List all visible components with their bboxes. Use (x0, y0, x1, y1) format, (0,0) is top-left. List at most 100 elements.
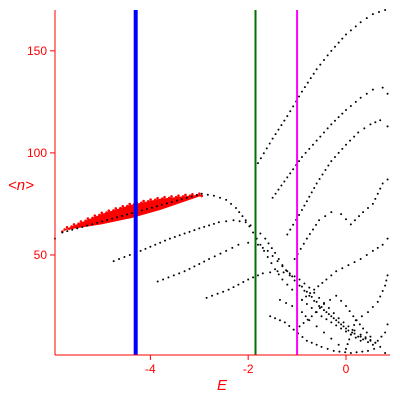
data-point (373, 347, 376, 350)
data-point (183, 270, 186, 273)
data-point (317, 285, 320, 288)
data-point (308, 233, 311, 236)
series-12 (269, 315, 387, 354)
data-point (289, 172, 292, 175)
data-point (310, 191, 313, 194)
highlight-point (88, 218, 92, 222)
data-point (164, 239, 167, 242)
highlight-point (153, 198, 157, 202)
data-point (322, 302, 325, 305)
data-point (227, 288, 230, 291)
data-point (353, 219, 356, 222)
highlight-point (174, 195, 178, 199)
data-point (305, 302, 308, 305)
data-point (270, 247, 273, 250)
data-point (188, 267, 191, 270)
data-point (309, 292, 312, 295)
data-point (256, 162, 259, 165)
data-point (277, 273, 280, 276)
x-axis-title: E (217, 377, 228, 394)
data-point (320, 306, 323, 309)
data-point (232, 219, 235, 222)
data-point (386, 323, 389, 326)
highlight-point (63, 228, 66, 231)
highlight-point (126, 204, 129, 208)
data-point (66, 230, 69, 233)
data-point (384, 284, 387, 287)
data-point (310, 307, 313, 310)
data-point (385, 279, 388, 282)
data-point (300, 311, 303, 314)
data-point (337, 343, 340, 346)
data-point (205, 296, 208, 299)
highlight-point (74, 224, 78, 228)
data-point (150, 206, 153, 209)
highlight-point (102, 213, 106, 216)
data-point (310, 295, 313, 298)
data-point (298, 278, 301, 281)
highlight-point (158, 198, 162, 202)
data-point (156, 280, 159, 283)
data-point (123, 256, 126, 259)
data-point (286, 233, 289, 236)
data-point (374, 121, 377, 124)
data-point (263, 249, 266, 252)
data-point (359, 333, 362, 336)
data-point (386, 274, 389, 277)
data-point (293, 258, 296, 261)
data-point (327, 307, 330, 310)
x-tick-label: -4 (145, 362, 156, 376)
highlight-point (70, 225, 73, 228)
data-point (360, 315, 363, 318)
data-point (247, 241, 250, 244)
data-point (282, 271, 285, 274)
data-point (274, 192, 277, 195)
highlight-point (156, 196, 159, 200)
data-point (379, 295, 382, 298)
data-point (379, 345, 382, 348)
data-point (288, 325, 291, 328)
data-point (274, 268, 277, 271)
highlight-point (93, 214, 97, 217)
highlight-point (144, 201, 148, 205)
highlight-point (109, 211, 113, 214)
data-point (357, 335, 360, 338)
data-point (335, 294, 338, 297)
data-point (149, 245, 152, 248)
data-point (277, 188, 280, 191)
y-tick-label: 100 (27, 146, 47, 160)
data-point (286, 283, 289, 286)
data-point (285, 301, 288, 304)
data-point (306, 318, 309, 321)
data-point (353, 324, 356, 327)
highlight-point (72, 223, 76, 226)
data-point (326, 54, 329, 57)
data-point (376, 192, 379, 195)
data-point (168, 237, 171, 240)
data-point (381, 243, 384, 246)
data-point (283, 180, 286, 183)
data-point (208, 258, 211, 261)
data-point (211, 294, 214, 297)
data-point (313, 299, 316, 302)
highlight-point (65, 226, 69, 229)
data-point (288, 272, 291, 275)
data-point (344, 351, 347, 354)
data-point (244, 221, 247, 224)
data-point (269, 315, 272, 318)
data-point (281, 278, 284, 281)
data-point (315, 223, 318, 226)
data-point (292, 223, 295, 226)
data-point (96, 221, 99, 224)
series-2 (112, 219, 377, 344)
data-point (238, 220, 241, 223)
data-point (200, 192, 203, 195)
data-point (351, 328, 354, 331)
data-point (330, 337, 333, 340)
data-point (318, 307, 321, 310)
data-point (237, 283, 240, 286)
data-point (313, 291, 316, 294)
data-point (222, 290, 225, 293)
data-point (359, 339, 362, 342)
data-point (353, 261, 356, 264)
